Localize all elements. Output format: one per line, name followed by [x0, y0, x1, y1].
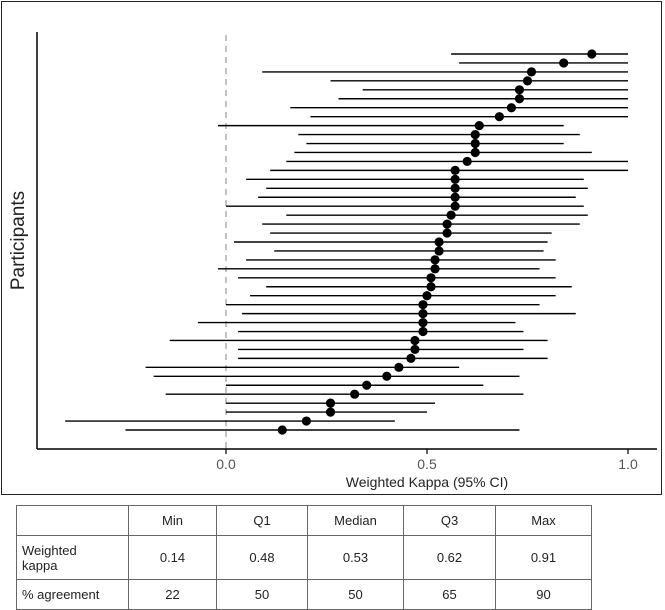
kappa-point	[470, 138, 480, 149]
forest-plot-panel: 0.0 0.5 1.0 Weighted Kappa (95% CI) Particip…	[1, 1, 662, 495]
table-cell: 65	[403, 579, 496, 610]
kappa-point	[506, 103, 517, 113]
table-cell: 90	[495, 579, 592, 610]
table-header-row: Min Q1 Median Q3 Max	[16, 505, 592, 536]
table-header-cell: Q1	[216, 505, 308, 536]
kappa-point	[470, 129, 480, 140]
table-cell: 50	[216, 579, 308, 610]
kappa-point	[442, 228, 452, 238]
table-cell: 22	[128, 579, 217, 610]
forest-plot: 0.0 0.5 1.0 Weighted Kappa (95% CI) Particip…	[8, 32, 657, 490]
kappa-point	[450, 165, 460, 175]
kappa-point	[426, 282, 436, 292]
kappa-point	[494, 112, 504, 122]
x-tick-label: 0.0	[216, 456, 236, 472]
kappa-point	[526, 67, 537, 77]
summary-statistics-table: Min Q1 Median Q3 Max Weighted kappa 0.14…	[16, 505, 592, 610]
table-header-cell	[16, 505, 129, 536]
kappa-point	[434, 246, 444, 256]
kappa-point	[325, 398, 336, 408]
kappa-point	[522, 76, 533, 86]
kappa-point	[450, 174, 460, 184]
kappa-point	[418, 300, 428, 310]
kappa-point	[418, 317, 428, 328]
kappa-point	[350, 389, 360, 399]
kappa-point	[434, 237, 444, 247]
table-cell: 0.62	[403, 535, 496, 580]
table-cell: 0.53	[307, 535, 404, 580]
kappa-point	[406, 353, 416, 363]
x-tick-label: 0.5	[417, 456, 437, 472]
table-header-cell: Min	[128, 505, 217, 536]
table-header-cell: Max	[495, 505, 592, 536]
row-label-line: Weighted	[22, 542, 77, 558]
y-axis-label: Participants	[8, 191, 29, 290]
table-row: % agreement 22 50 50 65 90	[16, 579, 592, 610]
row-label-line: kappa	[22, 557, 58, 573]
table-cell: 0.48	[216, 535, 308, 580]
kappa-point	[470, 147, 480, 158]
kappa-point	[277, 425, 287, 435]
kappa-point	[430, 255, 440, 265]
kappa-point	[442, 219, 452, 229]
kappa-point	[446, 210, 456, 220]
table-header-cell: Q3	[403, 505, 496, 536]
kappa-point	[325, 407, 336, 417]
kappa-point	[450, 201, 460, 211]
kappa-point	[410, 335, 420, 346]
x-axis-label: Weighted Kappa (95% CI)	[346, 474, 508, 490]
kappa-point	[418, 309, 428, 319]
kappa-point	[474, 121, 484, 131]
kappa-point	[430, 264, 440, 274]
row-label: Weighted kappa	[16, 535, 129, 580]
kappa-point	[426, 273, 436, 283]
kappa-point	[462, 156, 472, 167]
table-cell: 0.91	[495, 535, 592, 580]
kappa-point	[362, 380, 372, 390]
kappa-point	[514, 85, 525, 95]
kappa-point	[422, 291, 432, 301]
table-cell: 50	[307, 579, 404, 610]
kappa-point	[418, 326, 428, 337]
row-label: % agreement	[16, 579, 129, 610]
kappa-point	[514, 94, 525, 104]
kappa-point	[587, 49, 597, 59]
table-cell: 0.14	[128, 535, 217, 580]
kappa-point	[301, 416, 311, 426]
kappa-point	[382, 371, 392, 381]
table-header-cell: Median	[307, 505, 404, 536]
kappa-point	[450, 192, 460, 202]
kappa-point	[450, 183, 460, 193]
x-tick-label: 1.0	[618, 456, 638, 472]
kappa-point	[410, 344, 420, 355]
kappa-point	[394, 362, 404, 372]
kappa-point	[559, 58, 569, 68]
table-row: Weighted kappa 0.14 0.48 0.53 0.62 0.91	[16, 535, 592, 580]
